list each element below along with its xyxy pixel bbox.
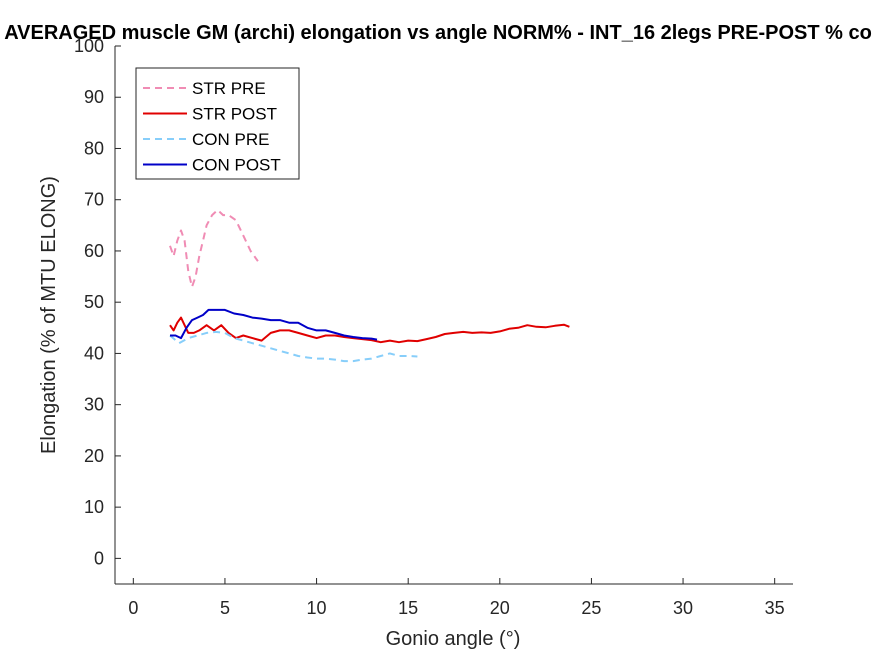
- chart-title: AVERAGED muscle GM (archi) elongation vs…: [4, 22, 872, 44]
- legend-label: STR POST: [192, 105, 277, 124]
- legend-box: [135, 67, 300, 180]
- series-line-str-pre: [169, 209, 259, 288]
- legend-label: CON PRE: [192, 130, 269, 149]
- legend: STR PRE STR POST CON PRE CON POST: [135, 67, 300, 180]
- x-tick-label: 10: [307, 598, 327, 618]
- x-tick-label: 25: [581, 598, 601, 618]
- legend-label: CON POST: [192, 156, 281, 175]
- y-tick-label: 80: [84, 138, 104, 158]
- y-tick-label: 70: [84, 190, 104, 210]
- axes-box: [114, 46, 793, 585]
- y-tick-label: 30: [84, 395, 104, 415]
- y-axis-label: Elongation (% of MTU ELONG): [38, 176, 60, 454]
- y-tick-label: 90: [84, 87, 104, 107]
- series-line-str-post: [169, 316, 570, 344]
- legend-label: STR PRE: [192, 79, 266, 98]
- series-line-con-post: [170, 308, 378, 341]
- series-line-con-pre: [169, 330, 418, 363]
- y-tick-label: 0: [94, 548, 104, 568]
- x-tick-label: 20: [490, 598, 510, 618]
- legend-entries: STR PRE STR POST CON PRE CON POST: [143, 79, 281, 175]
- y-tick-label: 40: [84, 343, 104, 363]
- x-tick-label: 15: [398, 598, 418, 618]
- x-tick-label: 5: [220, 598, 230, 618]
- x-tick-label: 0: [128, 598, 138, 618]
- y-tick-label: 100: [74, 36, 104, 56]
- x-tick-label: 30: [673, 598, 693, 618]
- y-tick-label: 20: [84, 446, 104, 466]
- series-lines: [169, 209, 570, 363]
- x-axis-label: Gonio angle (°): [386, 628, 521, 650]
- y-tick-label: 50: [84, 292, 104, 312]
- x-ticks: 0 5 10 15 20 25 30 35: [128, 578, 785, 618]
- y-tick-label: 60: [84, 241, 104, 261]
- y-tick-label: 10: [84, 497, 104, 517]
- x-tick-label: 35: [765, 598, 785, 618]
- y-ticks: 0 10 20 30 40 50 60 70 80 90 100: [74, 36, 121, 568]
